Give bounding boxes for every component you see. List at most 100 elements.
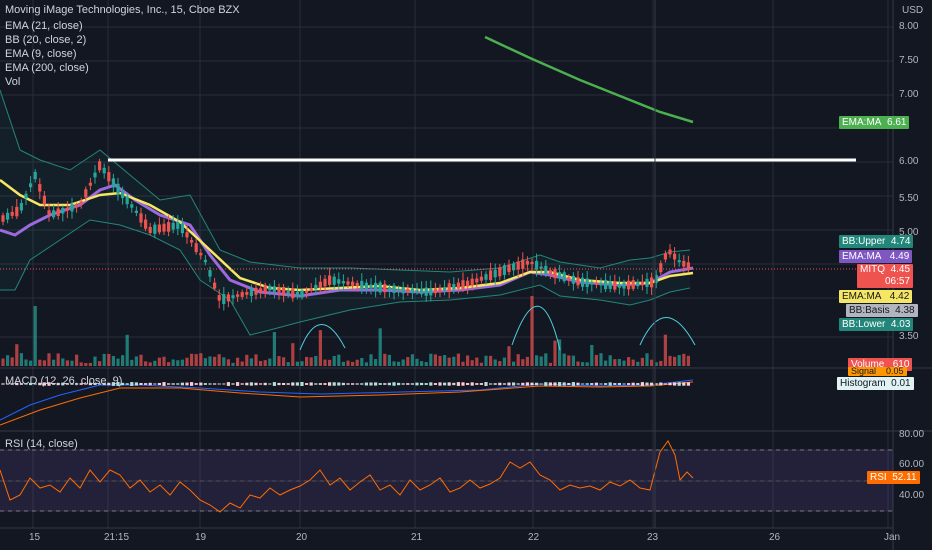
macd-histogram-bar bbox=[415, 382, 419, 386]
volume-bar bbox=[617, 358, 621, 366]
candle-body bbox=[277, 287, 281, 293]
candle-body bbox=[548, 270, 552, 275]
ema21-tag: EMA:MA 4.42 bbox=[839, 290, 913, 303]
macd-histogram-bar bbox=[571, 382, 575, 386]
candle-body bbox=[116, 183, 120, 194]
macd-histogram-bar bbox=[190, 382, 194, 386]
macd-histogram-bar bbox=[461, 382, 465, 386]
volume-bar bbox=[33, 306, 37, 366]
candle-body bbox=[397, 288, 401, 291]
volume-bar bbox=[236, 357, 240, 366]
price-tick: 5.00 bbox=[899, 227, 919, 238]
indicator-vol-label[interactable]: Vol bbox=[5, 76, 21, 88]
candle-body bbox=[84, 189, 88, 198]
rsi-label[interactable]: RSI (14, close) bbox=[5, 438, 78, 450]
macd-histogram-bar bbox=[654, 383, 658, 385]
macd-histogram-bar bbox=[346, 383, 350, 385]
volume-bar bbox=[346, 360, 350, 366]
volume-bar bbox=[443, 355, 447, 366]
arc-drawing[interactable] bbox=[511, 305, 561, 351]
macd-histogram-bar bbox=[332, 382, 336, 386]
macd-histogram-bar bbox=[102, 382, 106, 386]
candle-body bbox=[645, 278, 649, 287]
rsi-tag: RSI 52.11 bbox=[867, 471, 920, 484]
macd-line bbox=[0, 379, 694, 421]
macd-histogram-bar bbox=[180, 382, 184, 386]
macd-histogram-bar bbox=[443, 382, 447, 386]
candle-body bbox=[6, 212, 10, 220]
arc-drawing[interactable] bbox=[299, 324, 346, 351]
candle-body bbox=[498, 267, 502, 277]
candle-body bbox=[507, 264, 511, 272]
macd-histogram-bar bbox=[42, 382, 46, 386]
indicator-bb-label[interactable]: BB (20, close, 2) bbox=[5, 34, 87, 46]
macd-histogram-bar bbox=[1, 383, 5, 385]
macd-histogram-bar bbox=[263, 382, 267, 386]
volume-bar bbox=[585, 362, 589, 366]
candle-body bbox=[93, 172, 97, 178]
candle-body bbox=[682, 260, 686, 267]
candle-body bbox=[530, 261, 534, 265]
macd-histogram-bar bbox=[650, 382, 654, 386]
macd-histogram-bar bbox=[111, 382, 115, 386]
candle-body bbox=[461, 280, 465, 289]
macd-histogram-bar bbox=[88, 382, 92, 386]
macd-histogram-bar bbox=[231, 383, 235, 385]
candle-body bbox=[512, 263, 516, 271]
bollinger-lower-line bbox=[0, 219, 691, 336]
macd-histogram-bar bbox=[516, 383, 520, 385]
candle-body bbox=[318, 281, 322, 288]
candle-body bbox=[410, 288, 414, 294]
candle-body bbox=[525, 260, 529, 265]
indicator-ema21-label[interactable]: EMA (21, close) bbox=[5, 20, 83, 32]
time-tick: 22 bbox=[528, 532, 540, 543]
macd-histogram-bar bbox=[581, 383, 585, 385]
volume-bar bbox=[153, 360, 157, 366]
macd-histogram-bar bbox=[410, 383, 414, 385]
macd-histogram-bar bbox=[640, 382, 644, 386]
volume-bar bbox=[553, 340, 557, 366]
macd-histogram-bar bbox=[433, 383, 437, 385]
macd-histogram-bar bbox=[93, 382, 97, 386]
candle-body bbox=[489, 270, 493, 281]
volume-bar bbox=[130, 359, 134, 366]
candle-body bbox=[585, 278, 589, 287]
volume-bar bbox=[70, 360, 74, 366]
macd-histogram-bar bbox=[268, 383, 272, 385]
macd-histogram-bar bbox=[208, 383, 212, 385]
candle-body bbox=[443, 287, 447, 291]
volume-bar bbox=[686, 355, 690, 366]
volume-bar bbox=[424, 362, 428, 366]
candle-body bbox=[351, 281, 355, 286]
volume-bar bbox=[52, 359, 56, 366]
volume-bar bbox=[295, 361, 299, 366]
macd-histogram-bar bbox=[645, 382, 649, 386]
candle-body bbox=[153, 224, 157, 234]
volume-bar bbox=[190, 353, 194, 366]
price-tick: 6.00 bbox=[899, 156, 919, 167]
volume-bar bbox=[203, 358, 207, 366]
candle-body bbox=[420, 288, 424, 295]
indicator-ema9-label[interactable]: EMA (9, close) bbox=[5, 48, 77, 60]
candle-body bbox=[654, 274, 658, 284]
macd-histogram-bar bbox=[548, 382, 552, 386]
indicator-ema200-label[interactable]: EMA (200, close) bbox=[5, 62, 89, 74]
volume-bar bbox=[61, 358, 65, 366]
histogram-tag: Histogram 0.01 bbox=[837, 377, 914, 390]
volume-bar bbox=[309, 357, 313, 366]
macd-histogram-bar bbox=[677, 382, 681, 386]
macd-histogram-bar bbox=[378, 383, 382, 385]
macd-label[interactable]: MACD (12, 26, close, 9) bbox=[5, 375, 123, 387]
candle-body bbox=[466, 280, 470, 287]
macd-histogram-bar bbox=[530, 382, 534, 386]
volume-bar bbox=[259, 360, 263, 366]
macd-histogram-bar bbox=[222, 383, 226, 385]
candle-body bbox=[438, 288, 442, 292]
candle-body bbox=[636, 281, 640, 287]
candle-body bbox=[369, 284, 373, 289]
arc-drawing[interactable] bbox=[639, 317, 696, 346]
volume-bar bbox=[355, 359, 359, 366]
volume-bar bbox=[397, 361, 401, 366]
volume-bar bbox=[75, 354, 79, 366]
